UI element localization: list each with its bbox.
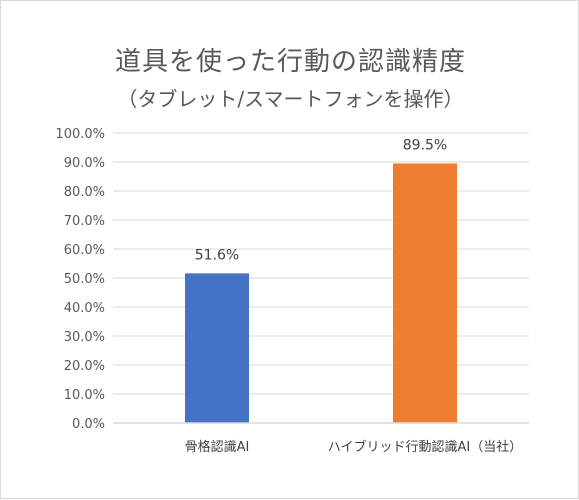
y-tick-label: 0.0% <box>72 417 105 432</box>
bar-1 <box>185 273 249 423</box>
chart-subtitle: （タブレット/スマートフォンを操作） <box>117 87 464 111</box>
gridlines <box>113 132 529 395</box>
y-tick-label: 20.0% <box>64 359 105 374</box>
bar-2 <box>393 163 457 423</box>
y-tick-label: 60.0% <box>64 243 105 258</box>
data-label-1: 51.6% <box>195 247 239 263</box>
y-tick-label: 70.0% <box>64 214 105 229</box>
y-axis-ticks: 0.0% 10.0% 20.0% 30.0% 40.0% 50.0% 60.0% 70.0% 8… <box>55 127 105 432</box>
category-label-2: ハイブリッド行動認識AI（当社） <box>328 439 522 455</box>
y-tick-label: 80.0% <box>64 185 105 200</box>
y-tick-label: 40.0% <box>64 301 105 316</box>
data-labels: 51.6% 89.5% <box>195 137 447 263</box>
y-tick-label: 100.0% <box>55 127 105 142</box>
y-tick-label: 10.0% <box>64 388 105 403</box>
category-labels: 骨格認識AI ハイブリッド行動認識AI（当社） <box>185 439 523 455</box>
chart-title: 道具を使った行動の認識精度 <box>114 47 466 77</box>
bars <box>185 163 457 423</box>
y-tick-label: 30.0% <box>64 330 105 345</box>
data-label-2: 89.5% <box>403 137 447 153</box>
y-tick-label: 50.0% <box>64 272 105 287</box>
y-tick-label: 90.0% <box>64 156 105 171</box>
category-label-1: 骨格認識AI <box>185 439 250 455</box>
